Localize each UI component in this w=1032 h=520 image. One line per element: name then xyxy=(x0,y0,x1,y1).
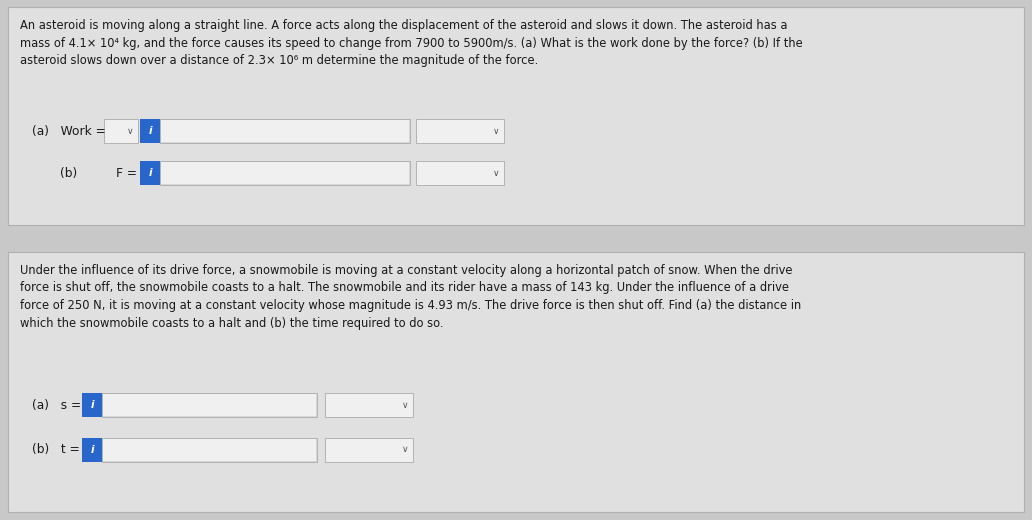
Bar xyxy=(102,393,317,417)
Bar xyxy=(8,252,1024,512)
Bar xyxy=(103,394,316,416)
Bar xyxy=(160,161,410,185)
Text: (b)   t =: (b) t = xyxy=(32,444,79,457)
Bar xyxy=(416,161,504,185)
Bar xyxy=(161,162,409,184)
Bar xyxy=(102,438,317,462)
Bar xyxy=(325,438,413,462)
Bar xyxy=(161,120,409,142)
Text: (a)   s =: (a) s = xyxy=(32,398,82,411)
Text: An asteroid is moving along a straight line. A force acts along the displacement: An asteroid is moving along a straight l… xyxy=(20,19,803,67)
Text: ∨: ∨ xyxy=(401,400,409,410)
Bar xyxy=(82,393,102,417)
Text: i: i xyxy=(149,126,152,136)
Bar xyxy=(160,119,410,143)
Bar xyxy=(8,7,1024,225)
Bar xyxy=(325,393,413,417)
Text: ∨: ∨ xyxy=(401,446,409,454)
Text: i: i xyxy=(90,400,94,410)
Bar xyxy=(82,438,102,462)
Bar xyxy=(104,119,138,143)
Text: ∨: ∨ xyxy=(492,126,499,136)
Text: ∨: ∨ xyxy=(127,126,133,136)
Text: Under the influence of its drive force, a snowmobile is moving at a constant vel: Under the influence of its drive force, … xyxy=(20,264,801,330)
Text: (b)          F =: (b) F = xyxy=(60,166,137,179)
Text: ∨: ∨ xyxy=(492,168,499,177)
Text: i: i xyxy=(149,168,152,178)
Bar xyxy=(140,119,160,143)
Text: (a)   Work =: (a) Work = xyxy=(32,124,105,137)
Text: i: i xyxy=(90,445,94,455)
Bar xyxy=(103,439,316,461)
Bar xyxy=(416,119,504,143)
Bar xyxy=(140,161,160,185)
